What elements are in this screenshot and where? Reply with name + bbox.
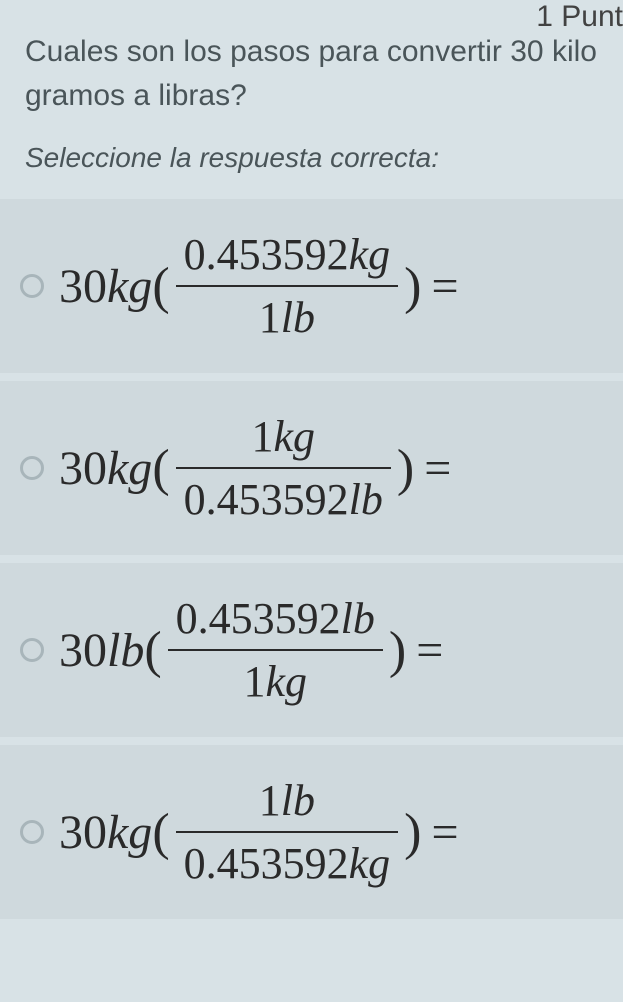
formula-4: 30kg( 1lb 0.453592kg )= — [59, 775, 459, 889]
close-paren: ) — [404, 257, 421, 316]
frac-bot-unit: lb — [349, 475, 383, 524]
close-paren: ) — [389, 621, 406, 680]
frac-bot-num: 1 — [244, 657, 266, 706]
fraction: 0.453592lb 1kg — [168, 593, 383, 707]
frac-top-num: 1 — [259, 776, 281, 825]
equals-icon: = — [424, 441, 451, 496]
prefix-num: 30 — [59, 805, 107, 860]
prefix-unit: kg — [107, 259, 152, 314]
prefix-num: 30 — [59, 441, 107, 496]
fraction: 0.453592kg 1lb — [176, 229, 399, 343]
option-4[interactable]: 30kg( 1lb 0.453592kg )= — [0, 745, 623, 919]
frac-top-num: 0.453592 — [184, 230, 349, 279]
frac-top-unit: kg — [349, 230, 391, 279]
open-paren: ( — [152, 439, 169, 498]
prefix-unit: kg — [107, 441, 152, 496]
close-paren: ) — [404, 803, 421, 862]
radio-icon[interactable] — [20, 456, 44, 480]
frac-top-unit: lb — [281, 776, 315, 825]
frac-top-unit: lb — [341, 594, 375, 643]
option-3[interactable]: 30lb( 0.453592lb 1kg )= — [0, 563, 623, 737]
prefix-num: 30 — [59, 259, 107, 314]
radio-icon[interactable] — [20, 274, 44, 298]
question-text: Cuales son los pasos para convertir 30 k… — [0, 0, 623, 127]
question-line2: gramos a libras? — [25, 79, 247, 112]
equals-icon: = — [432, 259, 459, 314]
formula-2: 30kg( 1kg 0.453592lb )= — [59, 411, 451, 525]
frac-bot-num: 0.453592 — [184, 475, 349, 524]
fraction: 1kg 0.453592lb — [176, 411, 391, 525]
frac-bot-num: 0.453592 — [184, 839, 349, 888]
option-2[interactable]: 30kg( 1kg 0.453592lb )= — [0, 381, 623, 555]
frac-top-num: 1 — [251, 412, 273, 461]
prefix-unit: kg — [107, 805, 152, 860]
equals-icon: = — [432, 805, 459, 860]
radio-icon[interactable] — [20, 820, 44, 844]
frac-top-unit: kg — [273, 412, 315, 461]
options-container: 30kg( 0.453592kg 1lb )= 30kg( 1kg 0.4535… — [0, 199, 623, 919]
fraction: 1lb 0.453592kg — [176, 775, 399, 889]
frac-bot-unit: kg — [349, 839, 391, 888]
prefix-num: 30 — [59, 623, 107, 678]
question-line1: Cuales son los pasos para convertir 30 k… — [25, 35, 597, 68]
open-paren: ( — [144, 621, 161, 680]
equals-icon: = — [416, 623, 443, 678]
instruction-text: Seleccione la respuesta correcta: — [0, 127, 623, 199]
radio-icon[interactable] — [20, 638, 44, 662]
formula-1: 30kg( 0.453592kg 1lb )= — [59, 229, 459, 343]
frac-bot-num: 1 — [259, 293, 281, 342]
option-1[interactable]: 30kg( 0.453592kg 1lb )= — [0, 199, 623, 373]
frac-bot-unit: kg — [266, 657, 308, 706]
points-label: 1 Punt — [536, 0, 623, 34]
formula-3: 30lb( 0.453592lb 1kg )= — [59, 593, 443, 707]
open-paren: ( — [152, 257, 169, 316]
close-paren: ) — [397, 439, 414, 498]
frac-bot-unit: lb — [281, 293, 315, 342]
prefix-unit: lb — [107, 623, 144, 678]
open-paren: ( — [152, 803, 169, 862]
frac-top-num: 0.453592 — [176, 594, 341, 643]
